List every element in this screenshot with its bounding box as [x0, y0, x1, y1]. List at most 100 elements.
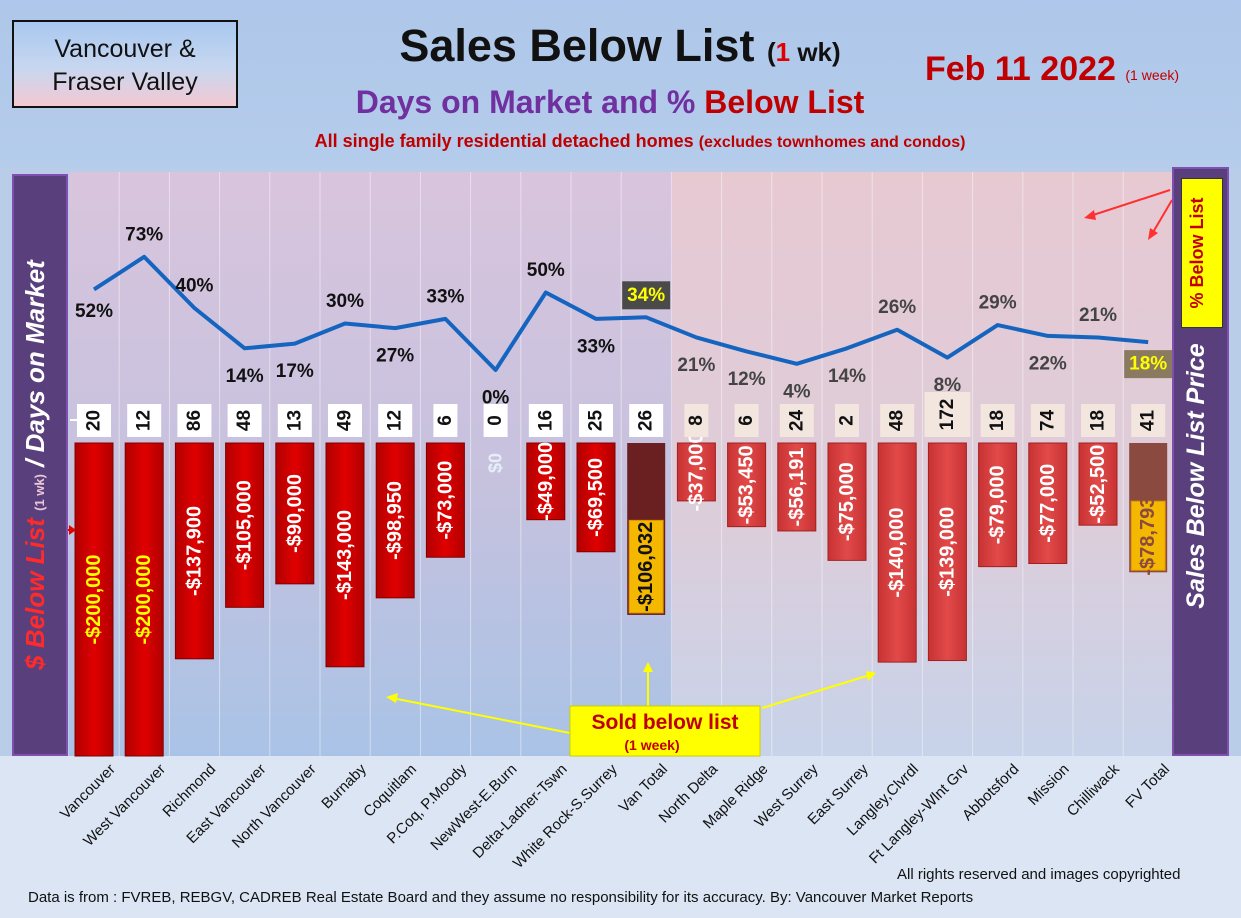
days-box — [1131, 404, 1166, 437]
bar — [978, 442, 1018, 568]
days-on-market-label: 24 — [786, 410, 807, 432]
bar-value-label: -$139,000 — [936, 507, 958, 597]
key-arrow-2 — [1151, 199, 1173, 235]
left-axis-label: $ Below List (1 wk) / Days on Market — [20, 175, 60, 755]
key-arrow-2-head — [1148, 228, 1158, 240]
bar-value-label: -$105,000 — [234, 480, 256, 570]
days-on-market-label: 49 — [335, 410, 356, 431]
bar — [927, 442, 967, 662]
pct-label: 33% — [577, 336, 615, 357]
days-on-market-label: 86 — [184, 410, 205, 431]
pct-label: 8% — [934, 375, 962, 396]
bar-value-label: -$73,000 — [434, 461, 456, 540]
left-axis-panel — [12, 174, 68, 756]
pct-key-label: % Below List — [1187, 197, 1207, 309]
report-date: Feb 11 2022 (1 week) — [925, 50, 1225, 89]
pct-label: 4% — [783, 381, 811, 402]
bar — [676, 442, 716, 502]
days-box — [835, 404, 859, 437]
days-on-market-label: 48 — [234, 410, 255, 431]
sold-arrow-up-head — [643, 662, 653, 672]
days-on-market-label: 18 — [1088, 410, 1109, 431]
date-text: Feb 11 2022 — [925, 50, 1116, 88]
days-on-market-label: 0 — [485, 415, 506, 426]
date-note: (1 week) — [1125, 67, 1180, 83]
bar-value-label: -$79,000 — [987, 465, 1009, 544]
bar — [1028, 442, 1068, 565]
sold-arrow-left — [391, 697, 571, 734]
plot-area-left — [69, 172, 672, 756]
pct-label: 40% — [175, 276, 213, 297]
pct-label: 21% — [1079, 305, 1117, 326]
region-line-1: Vancouver & — [54, 35, 196, 63]
days-on-market-label: 172 — [937, 399, 958, 431]
bar-value-label: -$140,000 — [886, 508, 908, 598]
region-box: Vancouver & Fraser Valley — [12, 20, 238, 108]
days-box — [579, 404, 613, 437]
left-label-week: (1 wk) — [32, 474, 47, 511]
bar — [124, 442, 164, 757]
pct-label: 14% — [226, 366, 264, 387]
bar-value-label: -$77,000 — [1037, 464, 1059, 543]
total-bar — [1130, 500, 1166, 571]
days-on-market-label: 48 — [887, 410, 908, 431]
days-box — [433, 404, 458, 437]
days-on-market-label: 25 — [586, 410, 607, 432]
days-on-market-label: 18 — [987, 410, 1008, 431]
bar-value-label: -$78,793 — [1137, 497, 1159, 576]
bar — [576, 442, 616, 553]
bar-value-label: -$90,000 — [284, 474, 306, 553]
bar-value-label: -$49,000 — [535, 442, 557, 521]
bar — [877, 442, 917, 663]
region-line-2: Fraser Valley — [52, 68, 198, 96]
pct-label: 50% — [527, 260, 565, 281]
chart-subtitle: Days on Market and % Below List — [240, 84, 980, 121]
sold-arrow-left-head — [386, 693, 398, 703]
pct-label: 34% — [627, 285, 665, 306]
callout-line-1: Sold below list — [591, 711, 738, 734]
bar-value-label: -$200,000 — [83, 554, 105, 644]
days-box — [277, 404, 312, 437]
title-paren-rest: wk) — [790, 37, 841, 67]
days-on-market-label: 2 — [837, 415, 858, 426]
note-paren: (excludes townhomes and condos) — [698, 134, 966, 151]
days-box — [1030, 404, 1065, 437]
pct-label: 18% — [1129, 354, 1167, 375]
days-on-market-label: 20 — [84, 410, 105, 431]
days-on-market-label: 41 — [1138, 410, 1159, 432]
pct-label: 14% — [828, 366, 866, 387]
pct-label: 0% — [482, 388, 510, 409]
days-box — [684, 404, 709, 437]
sold-arrow-right-head — [866, 671, 876, 681]
bar-value-label: -$56,191 — [786, 447, 808, 526]
total-bar — [628, 519, 664, 614]
days-box — [779, 404, 814, 437]
pct-highlight-box — [1124, 350, 1173, 379]
bar-value-label: -$52,500 — [1087, 445, 1109, 524]
bar — [325, 442, 365, 668]
bar-value-label: -$143,000 — [334, 510, 356, 600]
callout-line-2: (1 week) — [624, 737, 679, 753]
pct-label: 30% — [326, 291, 364, 312]
pct-label: 52% — [75, 301, 113, 322]
sold-arrow-right — [761, 674, 871, 709]
bar-value-label: -$137,900 — [183, 506, 205, 596]
bar — [727, 442, 767, 528]
chart-note: All single family residential detached h… — [150, 131, 1130, 152]
days-box — [880, 404, 915, 437]
bar — [74, 442, 114, 757]
title-main: Sales Below List — [399, 20, 755, 71]
subtitle-part-1: Days on Market and % — [355, 84, 705, 120]
bar-value-label: -$200,000 — [133, 554, 155, 644]
bar — [1078, 442, 1118, 526]
right-axis-label: Sales Below List Price — [1182, 343, 1210, 609]
bar — [174, 442, 214, 660]
bar-value-label: -$53,450 — [736, 445, 758, 524]
bar-value-label: $0 — [486, 453, 506, 473]
pct-label: 29% — [979, 293, 1017, 314]
pct-label: 22% — [1029, 353, 1067, 374]
bar — [827, 442, 867, 561]
days-box — [980, 404, 1015, 437]
bar-value-label: -$37,000 — [685, 432, 707, 511]
